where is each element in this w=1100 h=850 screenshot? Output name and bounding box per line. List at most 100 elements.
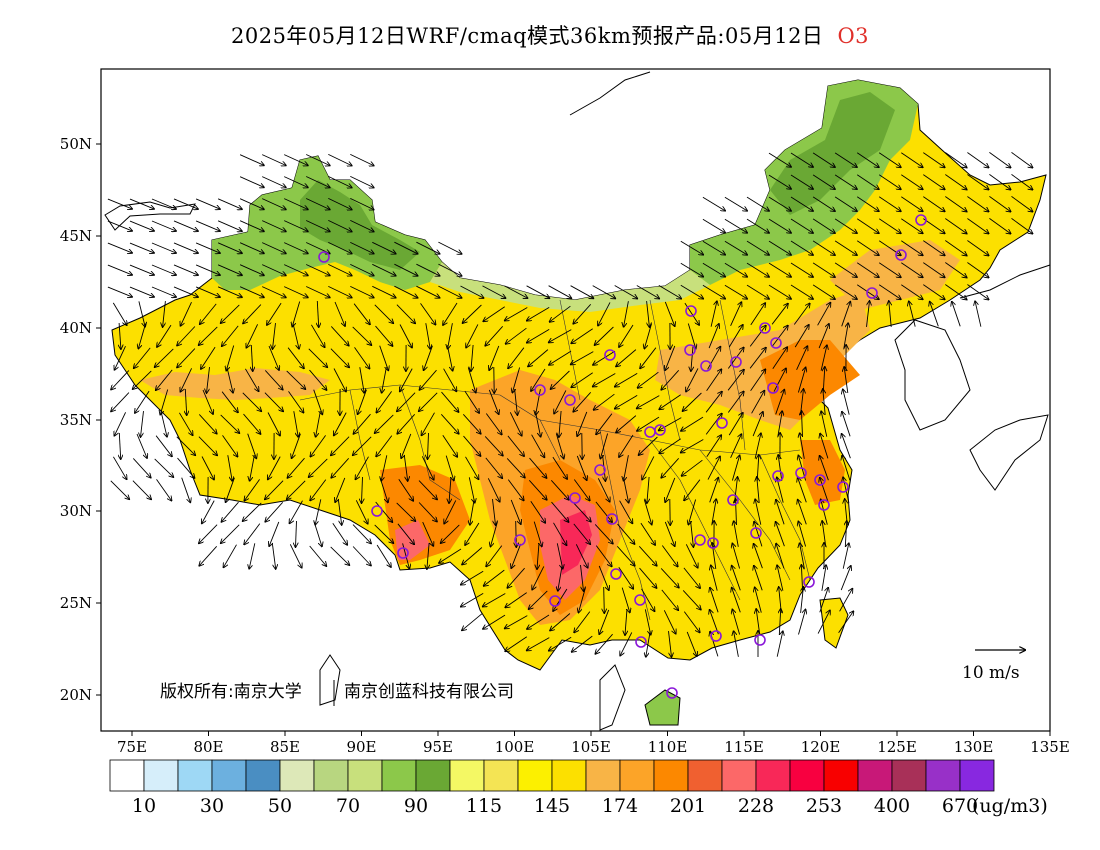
wind-arrow (269, 521, 280, 546)
wind-arrow (309, 369, 327, 390)
wind-arrow (198, 436, 217, 456)
wind-arrow (750, 303, 765, 326)
wind-arrow (691, 344, 693, 371)
wind-arrow (708, 324, 719, 349)
legend-label: 115 (466, 795, 502, 817)
wind-arrow (856, 262, 879, 277)
wind-arrow (752, 412, 763, 437)
wind-arrow (616, 545, 634, 565)
wind-arrow (350, 197, 373, 209)
station-marker (594, 464, 606, 476)
wind-arrow (548, 285, 572, 299)
wind-arrow (151, 220, 176, 231)
wind-arrow (288, 391, 304, 412)
wind-arrow (798, 500, 807, 525)
station-marker (772, 470, 784, 482)
wind-arrow (375, 325, 393, 346)
wind-arrow (247, 433, 257, 459)
wind-arrow (375, 414, 394, 433)
wind-arrow (889, 301, 891, 327)
wind-arrow (372, 285, 395, 297)
wind-arrow (138, 323, 147, 349)
wind-arrow (506, 458, 525, 477)
legend-swatch (279, 759, 315, 792)
wind-arrow (639, 567, 657, 588)
wind-arrow (866, 301, 870, 327)
wind-arrow (550, 613, 571, 631)
wind-arrow (659, 394, 681, 410)
legend-label: 90 (404, 795, 428, 817)
wind-arrow (687, 323, 695, 349)
wind-arrow (181, 477, 191, 503)
wind-arrow (619, 500, 633, 524)
wind-arrow (967, 240, 988, 256)
wind-arrow (923, 262, 944, 278)
wind-arrow (812, 240, 835, 255)
wind-arrow (382, 367, 387, 393)
wind-arrow (796, 346, 808, 370)
wind-reference: 10 m/s (962, 650, 1025, 683)
wind-arrow (115, 346, 126, 370)
wind-arrow (945, 196, 966, 212)
wind-arrow (901, 262, 922, 278)
wind-arrow (222, 435, 238, 456)
wind-arrow (818, 324, 829, 349)
wind-arrow (428, 432, 429, 459)
wind-arrow (202, 389, 213, 414)
wind-arrow (592, 285, 616, 299)
wind-arrow (664, 521, 674, 546)
wind-arrow (486, 545, 503, 567)
wind-arrow (129, 286, 154, 297)
wind-arrow (290, 500, 303, 524)
wind-arrow (262, 264, 286, 276)
wind-arrow (217, 220, 242, 231)
legend-swatch (245, 759, 281, 792)
wind-arrow (119, 322, 121, 349)
wind-arrow (554, 390, 567, 413)
station-marker (534, 384, 546, 396)
wind-arrow (243, 304, 262, 324)
wind-arrow (114, 412, 127, 435)
wind-arrow (945, 174, 966, 190)
wind-arrow (856, 218, 879, 233)
wind-arrow (262, 220, 286, 232)
wind-arrow (575, 544, 587, 567)
wind-arrow (334, 301, 345, 326)
wind-arrow (512, 367, 521, 393)
wind-arrow (439, 548, 462, 563)
wind-arrow (878, 284, 901, 300)
lon-label: 130E (954, 738, 994, 756)
station-marker (564, 394, 576, 406)
wind-arrow (989, 218, 1010, 233)
legend-label: 253 (806, 795, 842, 817)
wind-arrow (176, 436, 195, 455)
wind-arrow (397, 392, 416, 412)
color-legend: 10 30 50 70 90 115 145 174 201 228 253 400 670 (109, 759, 995, 817)
wind-arrow (577, 411, 588, 436)
wind-arrow (427, 542, 429, 569)
station-marker (549, 595, 561, 607)
wind-arrow (308, 348, 327, 367)
wind-arrow (622, 477, 628, 502)
wind-arrow (710, 610, 719, 635)
wind-arrow (441, 524, 460, 543)
station-marker (915, 214, 927, 226)
wind-arrow (661, 457, 680, 477)
wind-arrow (596, 413, 613, 435)
lon-label: 105E (571, 738, 611, 756)
wind-arrow (727, 348, 743, 369)
lon-label: 135E (1030, 738, 1070, 756)
wind-arrow (249, 543, 256, 568)
wind-arrow (201, 456, 214, 480)
lon-label: 125E (877, 738, 917, 756)
lat-label: 40N (60, 319, 92, 337)
wind-arrow (309, 458, 328, 477)
wind-arrow (177, 326, 196, 346)
wind-arrow (463, 304, 482, 323)
wind-arrow (376, 544, 391, 567)
wind-arrow (530, 500, 545, 523)
wind-arrow (306, 286, 330, 298)
wind-arrow (686, 368, 699, 391)
wind-arrow (790, 174, 813, 189)
wind-arrow (909, 301, 916, 327)
